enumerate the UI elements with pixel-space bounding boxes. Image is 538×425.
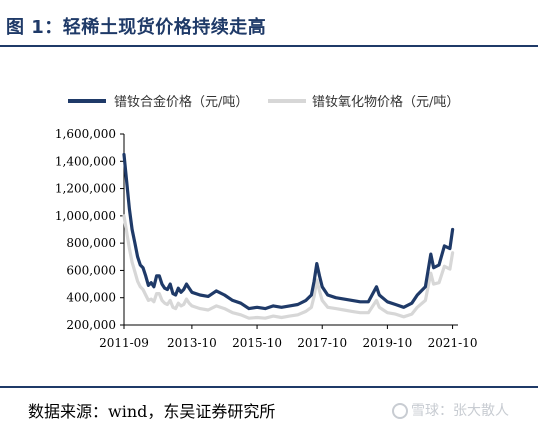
y-tick-label: 1,200,000 (55, 182, 116, 196)
source-note: 数据来源：wind，东吴证券研究所 (28, 402, 276, 421)
watermark-text: 雪球：张大散人 (411, 403, 509, 419)
series-line-alloy (122, 152, 455, 311)
snowball-logo-icon (392, 403, 408, 419)
chart-legend: 镨钕合金价格（元/吨） 镨钕氧化物价格（元/吨） (68, 94, 459, 110)
watermark: 雪球：张大散人 (392, 400, 509, 420)
x-tick-label: 2017-10 (297, 336, 347, 350)
y-tick-label: 800,000 (66, 236, 116, 250)
x-tick-label: 2019-10 (362, 336, 412, 350)
series-line-oxide (122, 214, 455, 320)
legend-label: 镨钕氧化物价格（元/吨） (312, 94, 459, 110)
y-tick-label: 200,000 (66, 318, 116, 332)
x-tick-label: 2015-10 (232, 336, 282, 350)
source-divider (0, 386, 538, 388)
legend-label: 镨钕合金价格（元/吨） (114, 94, 248, 110)
y-axis: 200,000 400,000 600,000 800,000 1,000,000 1,2… (55, 127, 125, 332)
y-tick-label: 1,600,000 (55, 127, 116, 141)
x-tick-label: 2021-10 (428, 336, 478, 350)
y-tick-label: 1,000,000 (55, 209, 116, 223)
x-tick-label: 2013-10 (167, 336, 217, 350)
y-tick-label: 600,000 (66, 263, 116, 277)
y-tick-label: 400,000 (66, 291, 116, 305)
x-axis: 2011-09 2013-10 2015-10 2017-10 2019-10 2021-… (99, 324, 478, 350)
line-chart: 镨钕合金价格（元/吨） 镨钕氧化物价格（元/吨） 200,000 400,000 60… (55, 94, 478, 350)
series-layer (122, 152, 455, 320)
y-tick-label: 1,400,000 (55, 154, 116, 168)
figure-title: 图 1：轻稀土现货价格持续走高 (6, 17, 267, 38)
x-tick-label: 2011-09 (99, 336, 149, 350)
title-divider (0, 45, 538, 47)
